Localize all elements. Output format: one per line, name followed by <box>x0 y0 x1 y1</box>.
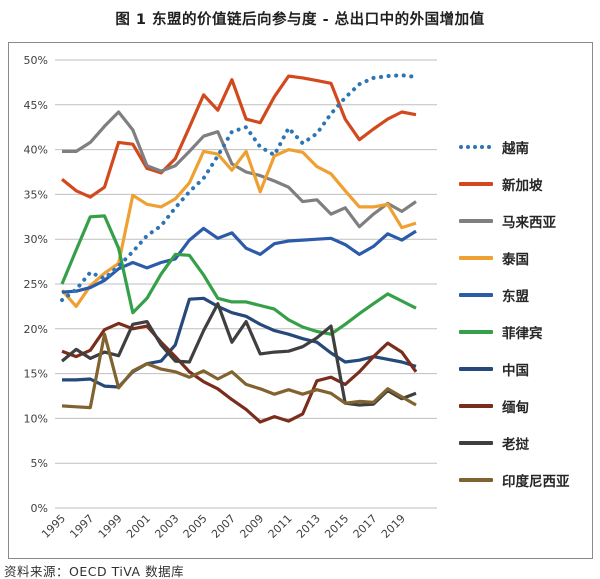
legend-item-philippines: 菲律宾 <box>459 321 570 343</box>
legend-line-swatch <box>459 478 493 482</box>
x-tick-label-2009: 2009 <box>237 512 266 541</box>
legend-item-laos: 老挝 <box>459 432 570 454</box>
legend-line-swatch <box>459 293 493 297</box>
legend-item-thailand: 泰国 <box>459 247 570 269</box>
legend-swatch-malaysia <box>459 219 493 223</box>
legend-item-myanmar: 缅甸 <box>459 395 570 417</box>
legend-swatch-philippines <box>459 330 493 334</box>
y-tick-label-30: 30% <box>24 233 48 246</box>
series-line-laos <box>60 302 417 407</box>
legend-swatch-vietnam <box>459 145 493 149</box>
y-tick-label-20: 20% <box>24 323 48 336</box>
legend-label-malaysia: 马来西亚 <box>502 215 556 231</box>
chart-legend: 越南新加坡马来西亚泰国东盟菲律宾中国缅甸老挝印度尼西亚 <box>459 136 570 491</box>
legend-label-china: 中国 <box>502 363 529 379</box>
x-tick-label-2001: 2001 <box>124 512 153 541</box>
legend-dot <box>473 145 477 149</box>
y-tick-label-50: 50% <box>24 54 48 67</box>
series-line-vietnam <box>60 73 418 303</box>
legend-line-swatch <box>459 219 493 223</box>
legend-item-china: 中国 <box>459 358 570 380</box>
y-tick-label-25: 25% <box>24 278 48 291</box>
x-tick-label-2013: 2013 <box>294 512 323 541</box>
series-line-indonesia <box>61 332 417 410</box>
series-line-philippines <box>60 214 417 336</box>
legend-line-swatch <box>459 441 493 445</box>
x-tick-label-2011: 2011 <box>266 512 295 541</box>
legend-label-singapore: 新加坡 <box>502 178 543 194</box>
y-tick-label-15: 15% <box>24 368 48 381</box>
legend-line-swatch <box>459 182 493 186</box>
legend-swatch-laos <box>459 441 493 445</box>
legend-item-singapore: 新加坡 <box>459 173 570 195</box>
y-tick-label-10: 10% <box>24 412 48 425</box>
legend-label-myanmar: 缅甸 <box>502 400 529 416</box>
legend-label-thailand: 泰国 <box>502 252 529 268</box>
chart-title: 图 1 东盟的价值链后向参与度 - 总出口中的外国增加值 <box>115 12 485 28</box>
legend-label-asean: 东盟 <box>502 289 529 305</box>
y-tick-label-5: 5% <box>31 457 48 470</box>
legend-swatch-asean <box>459 293 493 297</box>
x-tick-label-1997: 1997 <box>67 512 96 541</box>
x-tick-label-2005: 2005 <box>181 512 210 541</box>
legend-line-swatch <box>459 256 493 260</box>
legend-label-laos: 老挝 <box>502 437 529 453</box>
series-line-singapore <box>60 74 417 199</box>
x-tick-label-2019: 2019 <box>379 512 408 541</box>
source-note: 资料来源：OECD TiVA 数据库 <box>4 564 185 579</box>
legend-line-swatch <box>459 404 493 408</box>
x-tick-label-2017: 2017 <box>351 512 380 541</box>
y-tick-label-45: 45% <box>24 99 48 112</box>
legend-swatch-indonesia <box>459 478 493 482</box>
legend-dot <box>466 145 470 149</box>
legend-label-philippines: 菲律宾 <box>502 326 543 342</box>
legend-swatch-myanmar <box>459 404 493 408</box>
legend-item-malaysia: 马来西亚 <box>459 210 570 232</box>
legend-label-vietnam: 越南 <box>502 141 529 157</box>
legend-label-indonesia: 印度尼西亚 <box>502 474 570 490</box>
legend-item-indonesia: 印度尼西亚 <box>459 469 570 491</box>
x-tick-label-2003: 2003 <box>152 512 181 541</box>
y-tick-label-0: 0% <box>31 502 48 515</box>
series-line-asean <box>61 226 417 294</box>
legend-dot <box>487 145 491 149</box>
legend-swatch-singapore <box>459 182 493 186</box>
series-line-myanmar <box>61 321 418 424</box>
legend-swatch-thailand <box>459 256 493 260</box>
x-tick-label-1999: 1999 <box>96 512 125 541</box>
legend-line-swatch <box>459 330 493 334</box>
legend-item-asean: 东盟 <box>459 284 570 306</box>
series-line-thailand <box>60 148 417 308</box>
legend-item-vietnam: 越南 <box>459 136 570 158</box>
x-tick-label-2015: 2015 <box>322 512 351 541</box>
legend-line-swatch <box>459 367 493 371</box>
x-tick-label-2007: 2007 <box>209 512 238 541</box>
x-tick-label-1995: 1995 <box>39 512 68 541</box>
chart-frame <box>8 42 593 559</box>
legend-dot <box>459 145 463 149</box>
series-line-malaysia <box>62 110 417 229</box>
legend-dot <box>480 145 484 149</box>
legend-swatch-china <box>459 367 493 371</box>
y-tick-label-40: 40% <box>24 144 48 157</box>
y-tick-label-35: 35% <box>24 188 48 201</box>
